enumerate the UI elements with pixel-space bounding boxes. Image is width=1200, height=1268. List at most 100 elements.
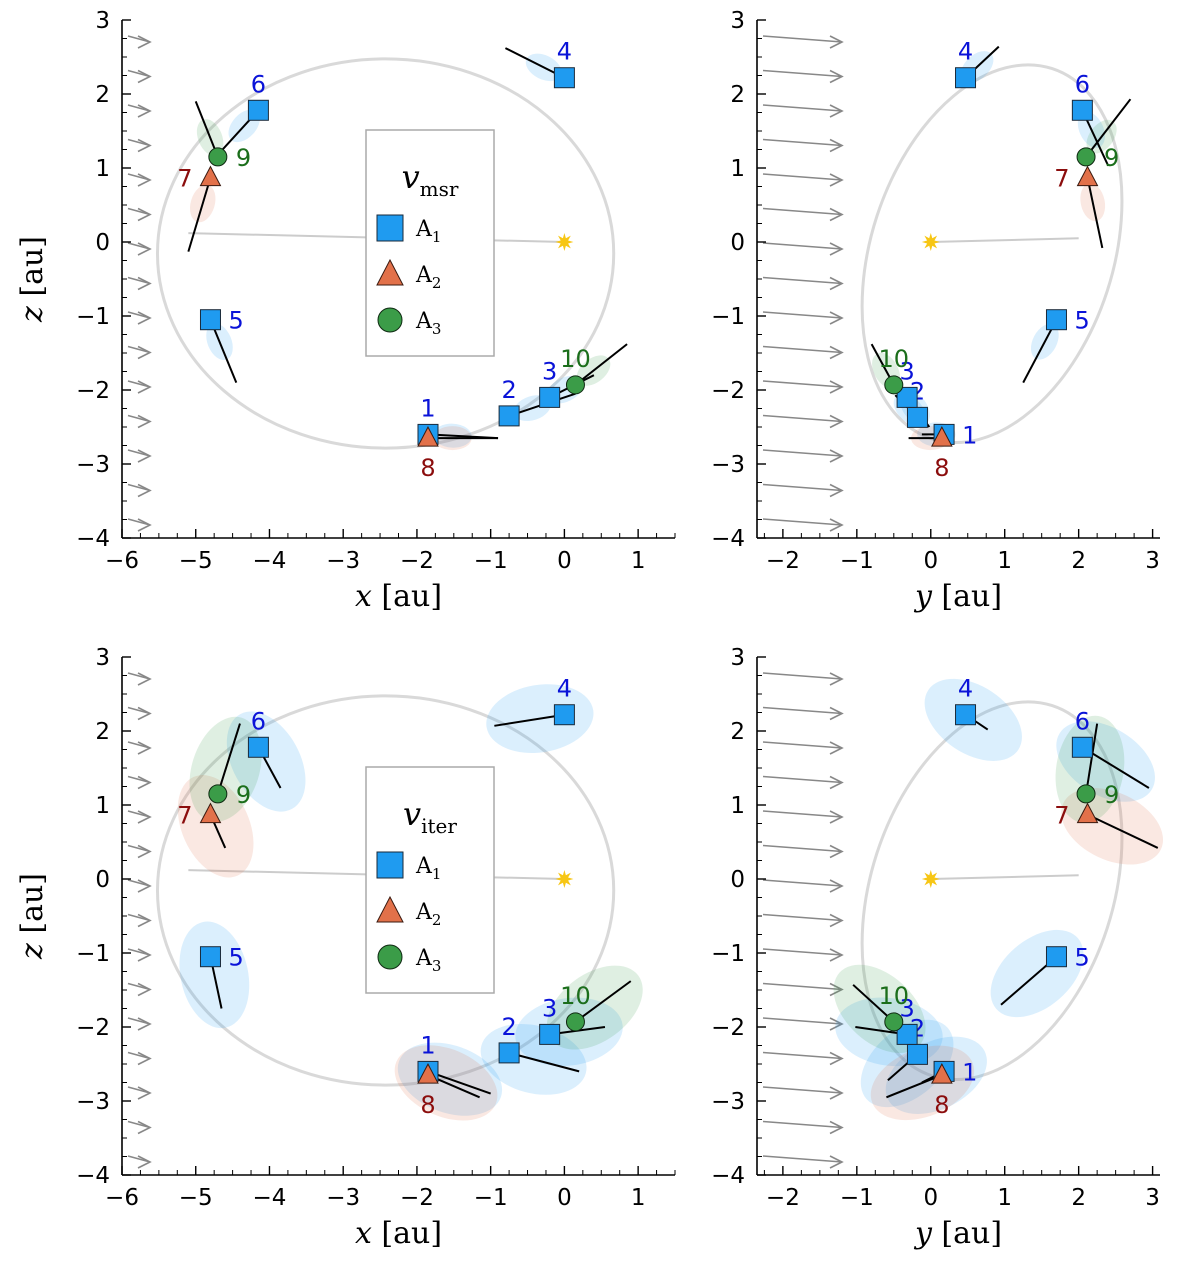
velocity-vector-8 (886, 1074, 943, 1099)
point-label-1: 1 (420, 394, 435, 422)
x-tick-label: −2 (766, 548, 800, 574)
marker-2 (906, 406, 928, 428)
point-label-6: 6 (251, 707, 266, 735)
flow-arrow-head (829, 913, 844, 928)
point-label-10: 10 (560, 345, 591, 373)
flow-arrow-head (137, 706, 152, 721)
marker-2 (498, 405, 520, 427)
x-tick-label: −5 (179, 1185, 213, 1211)
legend-marker-circle (377, 944, 403, 970)
y-tick-label: 0 (95, 230, 110, 256)
flow-arrow (762, 1086, 843, 1094)
marker-3 (896, 1023, 918, 1045)
marker-2 (498, 1042, 520, 1064)
y-axis-unit: [au] (15, 873, 50, 943)
point-label-10: 10 (879, 982, 910, 1010)
flow-arrow-head (137, 345, 152, 360)
marker-3 (896, 386, 918, 408)
flow-arrow-head (137, 276, 152, 291)
legend-entry-sub: 1 (432, 865, 442, 883)
y-tick-label: −1 (711, 941, 745, 967)
marker-10 (565, 1012, 585, 1032)
marker-7 (199, 802, 222, 824)
marker-5 (1045, 946, 1067, 968)
marker-5 (199, 946, 221, 968)
x-axis-unit: [au] (372, 1216, 442, 1251)
flow-arrow-head (137, 913, 152, 928)
flow-arrow (762, 242, 843, 250)
legend-entry-sub: 3 (432, 957, 442, 975)
flow-arrow-head (829, 1051, 844, 1066)
marker-7 (199, 165, 222, 187)
flow-arrow-head (829, 1120, 844, 1135)
flow-arrow (762, 1017, 843, 1025)
x-tick-label: 1 (631, 548, 646, 574)
flow-arrow-head (137, 1051, 152, 1066)
flow-arrow-head (137, 810, 152, 824)
flow-arrow-head (829, 311, 844, 325)
x-tick-label: −2 (400, 1185, 434, 1211)
velocity-vector-10 (574, 980, 632, 1023)
sun-icon (921, 870, 940, 888)
sun-line (930, 237, 1079, 243)
point-label-3: 3 (899, 994, 914, 1022)
x-tick-label: −2 (766, 1185, 800, 1211)
marker-10 (565, 375, 585, 395)
point-label-8: 8 (420, 454, 435, 482)
point-label-1: 1 (962, 421, 977, 449)
x-axis-unit: [au] (372, 579, 442, 614)
orbit-track (860, 63, 1124, 445)
flow-arrow-head (829, 518, 844, 532)
point-label-7: 7 (177, 165, 192, 193)
flow-arrow (762, 173, 843, 181)
flow-arrow-head (137, 414, 152, 429)
flow-arrow-head (137, 775, 152, 790)
flow-arrow-head (137, 242, 152, 256)
legend-title-var: v (402, 158, 420, 196)
flow-arrow-head (829, 35, 844, 49)
point-label-9: 9 (1104, 781, 1119, 809)
y-tick-label: −2 (76, 1015, 110, 1041)
x-tick-label: 0 (557, 548, 572, 574)
flow-arrow-head (137, 844, 152, 859)
y-tick-label: 1 (95, 793, 110, 819)
flow-arrow-head (829, 1155, 844, 1169)
velocity-vector-9 (216, 723, 241, 795)
flow-arrow-head (829, 810, 844, 824)
legend-entry-sub: 1 (432, 228, 442, 246)
flow-arrow-head (137, 207, 152, 222)
marker-4 (553, 704, 575, 726)
y-tick-label: −1 (711, 304, 745, 330)
flow-arrow (762, 276, 843, 285)
flow-arrow-head (137, 104, 152, 118)
flow-arrow-head (829, 844, 844, 859)
marker-9 (1076, 784, 1096, 804)
flow-arrow-head (829, 276, 844, 291)
legend-title: viter (403, 795, 457, 838)
flow-arrow-head (829, 982, 844, 997)
flow-arrow-head (829, 242, 844, 256)
flow-arrow (762, 414, 843, 423)
y-tick-label: 1 (730, 156, 745, 182)
point-label-3: 3 (899, 357, 914, 385)
legend-marker-square (376, 851, 404, 879)
y-tick-label: 2 (95, 82, 110, 108)
orbit-track (860, 700, 1124, 1082)
y-axis-var: z (15, 306, 50, 323)
x-tick-label: −1 (474, 1185, 508, 1211)
x-tick-label: −4 (253, 548, 287, 574)
marker-6 (247, 99, 269, 121)
flow-arrow-head (829, 672, 844, 686)
flow-arrow-head (137, 982, 152, 997)
flow-arrow-head (829, 948, 844, 962)
y-tick-label: −4 (711, 526, 745, 552)
legend-entry-name: A (415, 900, 433, 925)
y-axis-unit: [au] (15, 236, 50, 306)
x-axis-label: x [au] (355, 579, 442, 614)
marker-7 (1076, 802, 1099, 824)
y-tick-label: −2 (711, 378, 745, 404)
flow-arrow (762, 311, 843, 319)
legend-entry-label: A2 (415, 900, 441, 929)
